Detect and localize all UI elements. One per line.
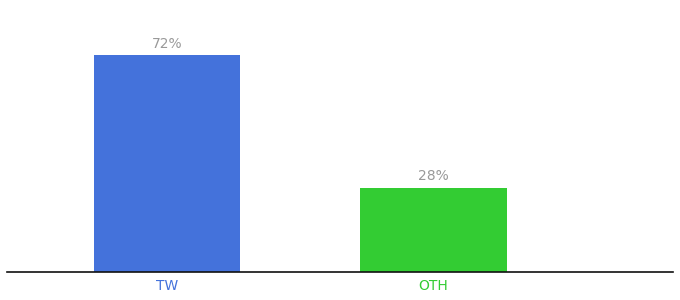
Text: 72%: 72% (152, 37, 182, 51)
Text: 28%: 28% (418, 169, 449, 183)
Bar (360, 188, 507, 272)
Bar (94, 55, 240, 272)
